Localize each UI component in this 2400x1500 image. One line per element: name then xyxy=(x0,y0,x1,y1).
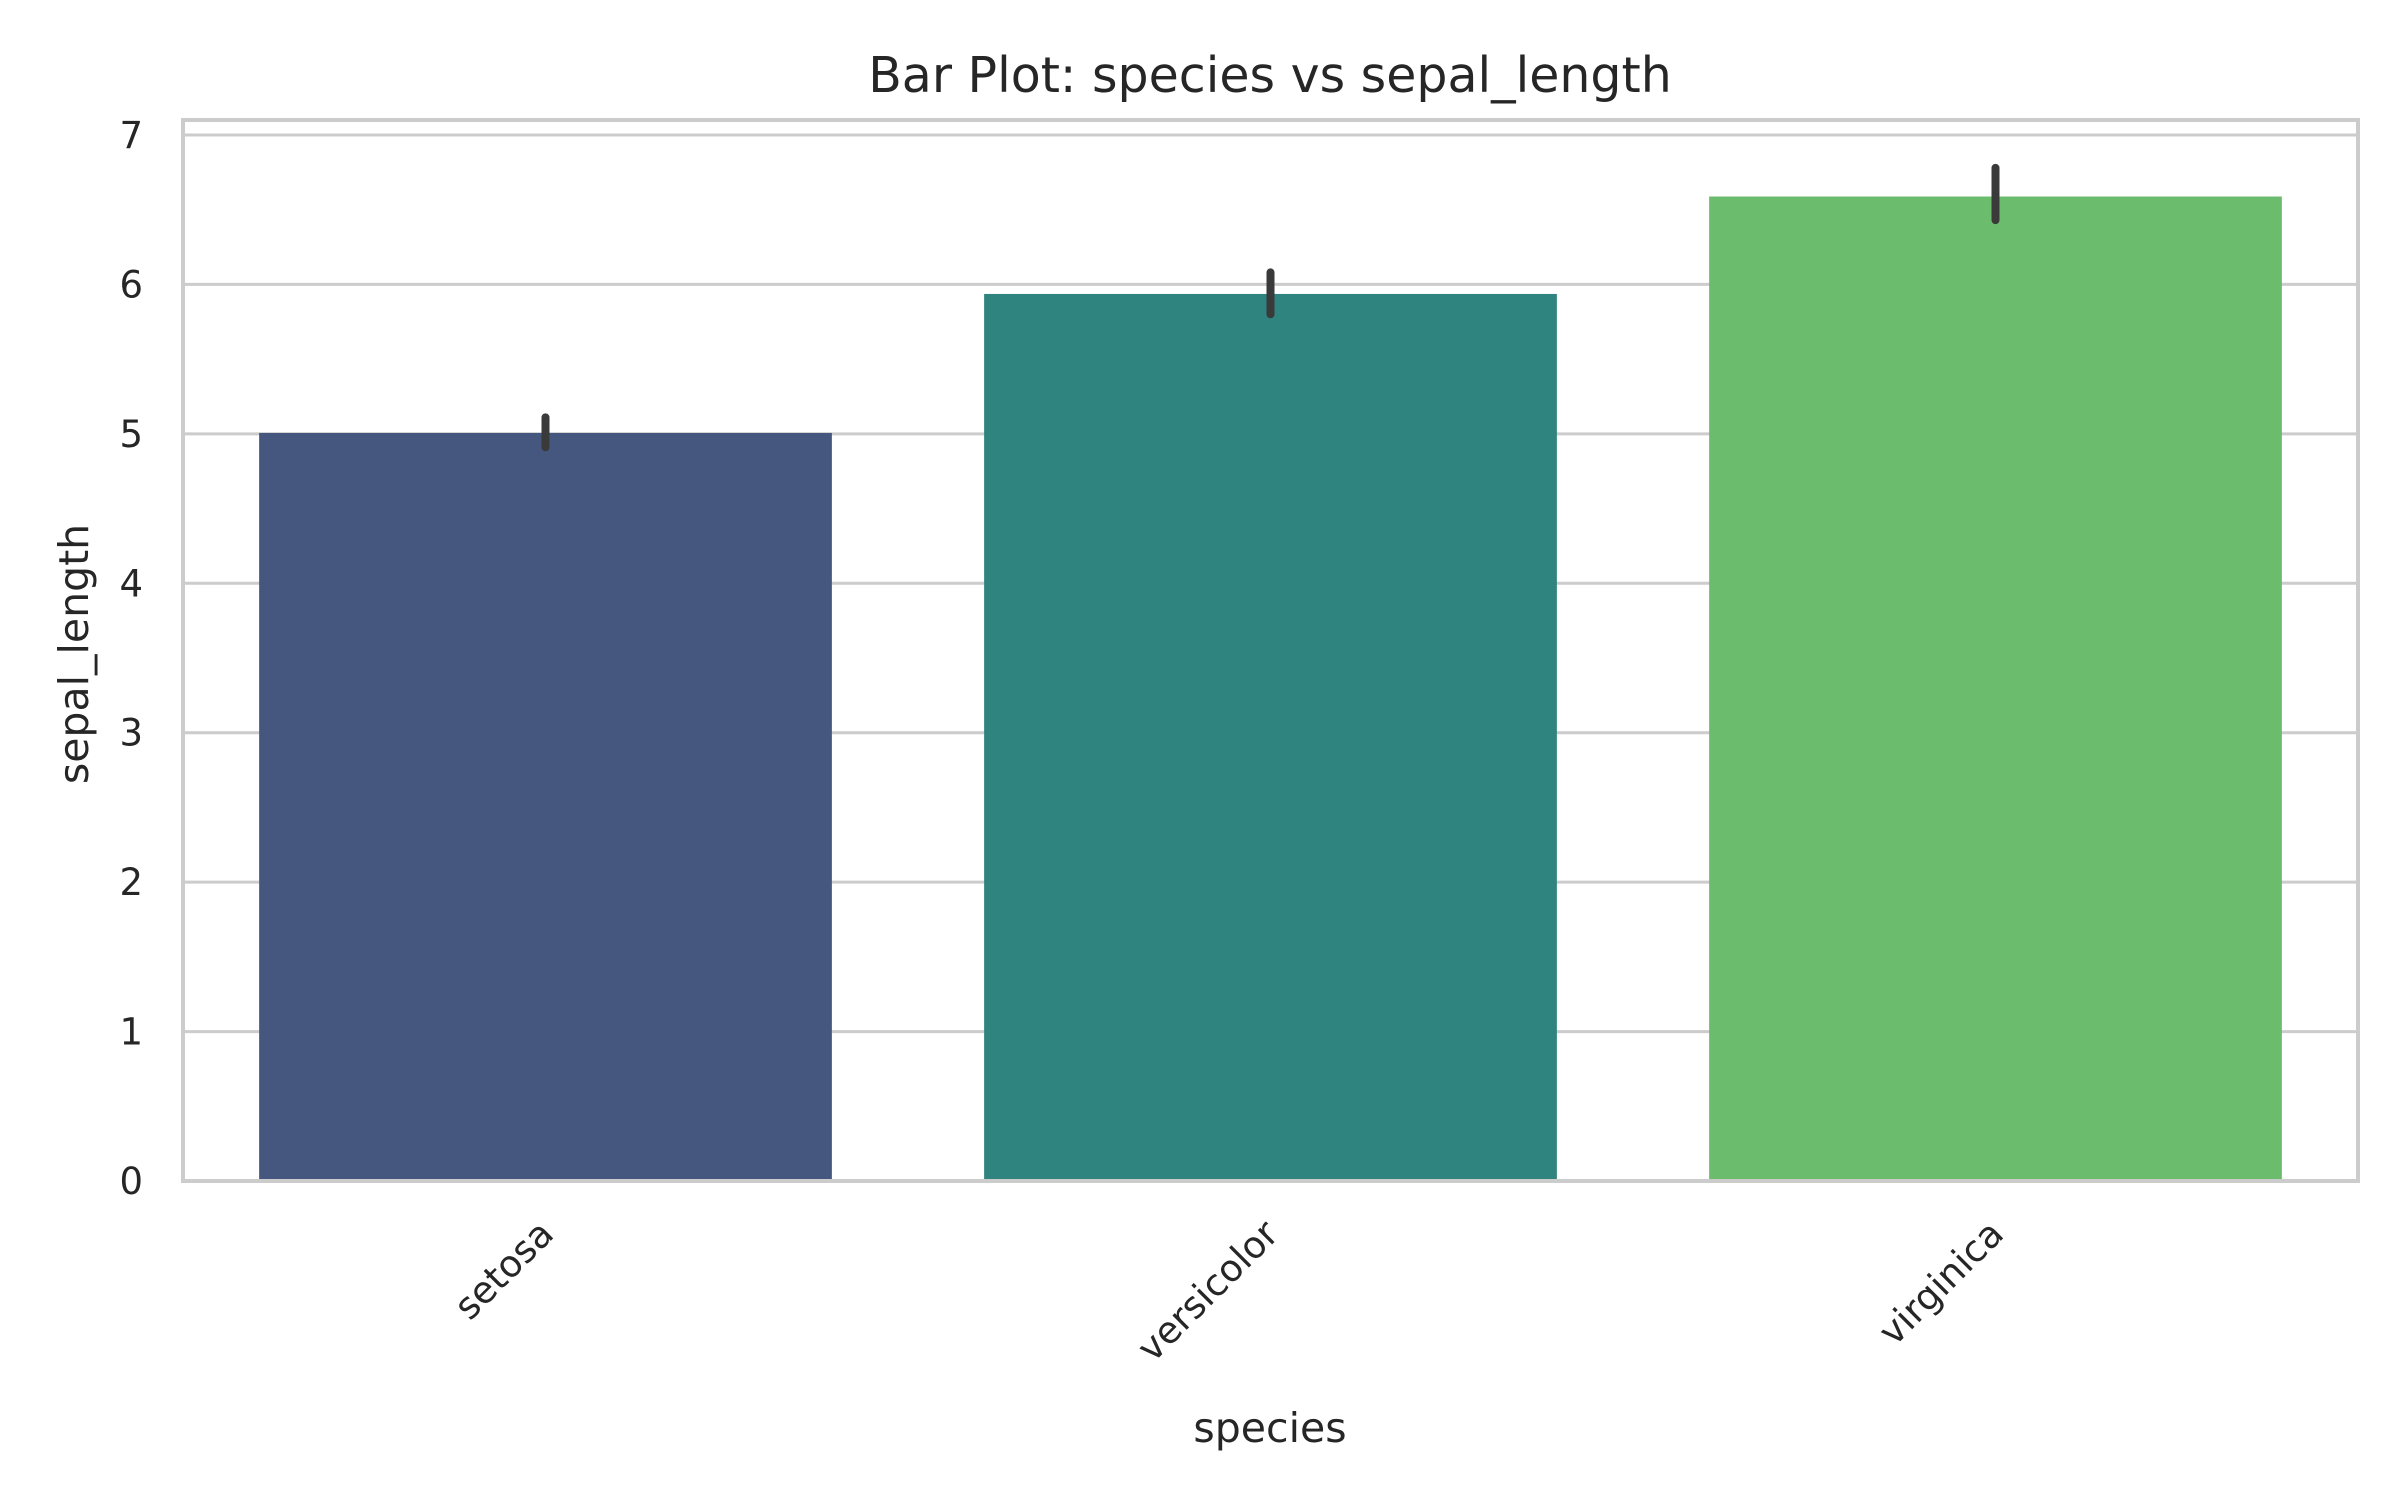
y-axis-label: sepal_length xyxy=(50,524,98,784)
chart-title: Bar Plot: species vs sepal_length xyxy=(868,47,1672,104)
bar-virginica xyxy=(1709,196,2282,1182)
bar-versicolor xyxy=(984,293,1557,1181)
plot-frame xyxy=(181,118,2360,1183)
bar-layer xyxy=(259,196,2282,1182)
y-tick-label: 3 xyxy=(119,712,143,755)
bar-setosa xyxy=(259,432,832,1181)
y-tick-label: 5 xyxy=(119,413,143,456)
y-tick-label: 1 xyxy=(119,1011,143,1054)
x-tick-label: setosa xyxy=(446,1212,562,1328)
y-tick-layer: 0 1 2 3 4 5 6 7 xyxy=(119,114,143,1203)
x-tick-label: versicolor xyxy=(1129,1211,1288,1370)
y-tick-label: 2 xyxy=(119,861,143,904)
x-axis-label: species xyxy=(1193,1404,1346,1452)
y-tick-label: 6 xyxy=(119,263,143,306)
y-tick-label: 0 xyxy=(119,1160,143,1203)
y-tick-label: 7 xyxy=(119,114,143,157)
x-tick-label: virginica xyxy=(1870,1212,2012,1354)
error-bar-layer xyxy=(541,163,2000,452)
x-tick-layer: setosa versicolor virginica xyxy=(446,1211,2012,1370)
y-tick-label: 4 xyxy=(119,562,143,605)
